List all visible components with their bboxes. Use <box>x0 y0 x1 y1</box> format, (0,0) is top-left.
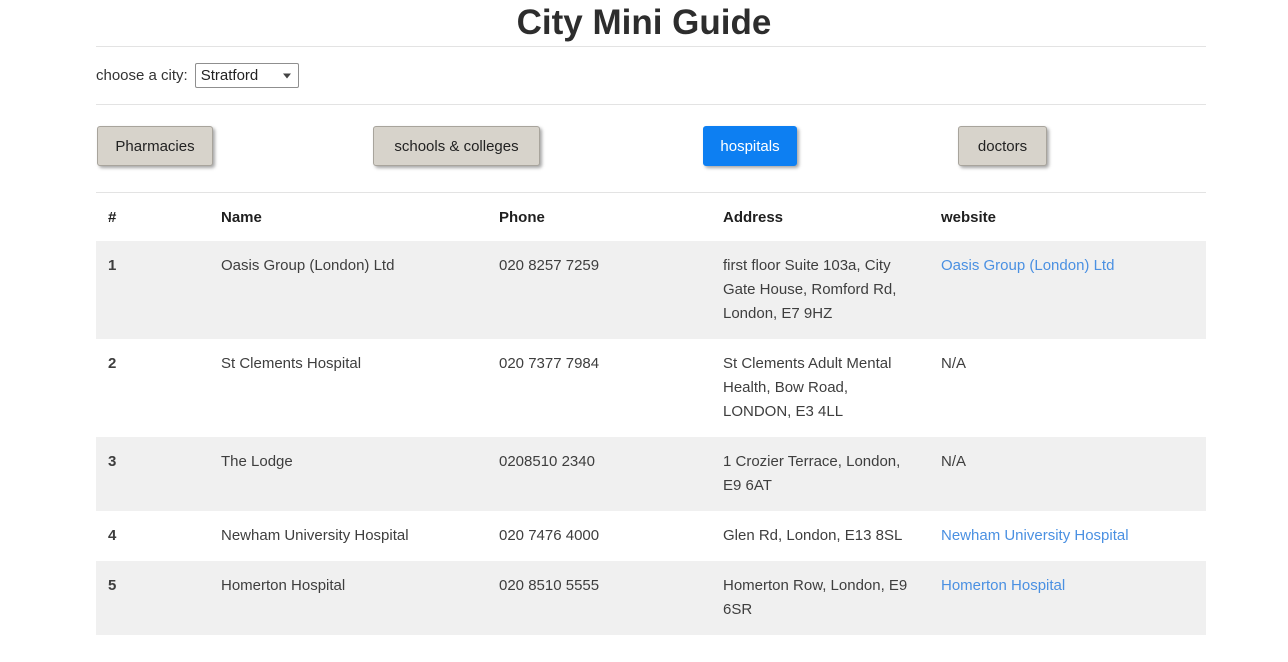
phone-cell: 020 8510 5555 <box>487 561 711 635</box>
row-number-cell: 5 <box>96 561 209 635</box>
address-cell-text: first floor Suite 103a, City Gate House,… <box>723 257 897 322</box>
website-link[interactable]: Homerton Hospital <box>941 577 1066 594</box>
table-row: 3 The Lodge 0208510 2340 1 Crozier Terrace,… <box>96 437 1206 511</box>
name-cell-text: St Clements Hospital <box>221 355 362 372</box>
table-row: 4 Newham University Hospital 020 7476 4000… <box>96 511 1206 561</box>
divider <box>96 104 1206 105</box>
column-header-number: # <box>108 209 117 226</box>
phone-cell: 020 7476 4000 <box>487 511 711 561</box>
name-cell: Oasis Group (London) Ltd <box>209 241 487 339</box>
phone-cell-text: 020 8257 7259 <box>499 257 600 274</box>
website-cell: Homerton Hospital <box>929 561 1206 635</box>
city-select[interactable]: Stratford <box>194 63 299 88</box>
phone-cell: 020 7377 7984 <box>487 339 711 437</box>
website-cell: N/A <box>929 437 1206 511</box>
category-button-schools-colleges[interactable]: schools & colleges <box>373 126 540 166</box>
content: choose a city: Stratford Pharmacies schoo… <box>96 46 1206 635</box>
category-button-pharmacies[interactable]: Pharmacies <box>97 126 213 166</box>
city-chooser-row: choose a city: Stratford <box>96 47 1206 104</box>
table-body: 1 Oasis Group (London) Ltd 020 8257 7259 fi… <box>96 241 1206 635</box>
name-cell: Homerton Hospital <box>209 561 487 635</box>
name-cell-text: Homerton Hospital <box>221 577 346 594</box>
phone-cell-text: 0208510 2340 <box>499 453 595 470</box>
row-number-cell: 4 <box>96 511 209 561</box>
address-cell-text: Homerton Row, London, E9 6SR <box>723 577 908 618</box>
row-number-cell: 2 <box>96 339 209 437</box>
category-buttons: Pharmacies schools & colleges hospitals doc… <box>96 105 1206 192</box>
row-number-cell-text: 5 <box>108 577 117 594</box>
row-number-cell-text: 4 <box>108 527 117 544</box>
row-number-cell-text: 3 <box>108 453 117 470</box>
name-cell-text: Oasis Group (London) Ltd <box>221 257 395 274</box>
name-cell: The Lodge <box>209 437 487 511</box>
phone-cell: 020 8257 7259 <box>487 241 711 339</box>
divider <box>96 46 1206 47</box>
table-row: 1 Oasis Group (London) Ltd 020 8257 7259 fi… <box>96 241 1206 339</box>
website-link[interactable]: Oasis Group (London) Ltd <box>941 257 1115 274</box>
address-cell-text: 1 Crozier Terrace, London, E9 6AT <box>723 453 901 494</box>
name-cell: Newham University Hospital <box>209 511 487 561</box>
name-cell: St Clements Hospital <box>209 339 487 437</box>
address-cell: 1 Crozier Terrace, London, E9 6AT <box>711 437 929 511</box>
table-row: 5 Homerton Hospital 020 8510 5555 Homerton … <box>96 561 1206 635</box>
city-select-wrap: Stratford <box>194 63 299 88</box>
row-number-cell-text: 1 <box>108 257 117 274</box>
website-cell: Newham University Hospital <box>929 511 1206 561</box>
name-cell-text: Newham University Hospital <box>221 527 409 544</box>
address-cell: Glen Rd, London, E13 8SL <box>711 511 929 561</box>
address-cell: first floor Suite 103a, City Gate House,… <box>711 241 929 339</box>
table-row: 2 St Clements Hospital 020 7377 7984 St Cle… <box>96 339 1206 437</box>
table-header: # Name Phone Address website <box>96 193 1206 242</box>
column-header-phone: Phone <box>499 209 545 226</box>
phone-cell-text: 020 7377 7984 <box>499 355 600 372</box>
website-cell: N/A <box>929 339 1206 437</box>
address-cell-text: St Clements Adult Mental Health, Bow Roa… <box>723 355 892 420</box>
table-header-row: # Name Phone Address website <box>96 193 1206 242</box>
phone-cell-text: 020 8510 5555 <box>499 577 600 594</box>
phone-cell-text: 020 7476 4000 <box>499 527 600 544</box>
website-link[interactable]: Newham University Hospital <box>941 527 1129 544</box>
address-cell: Homerton Row, London, E9 6SR <box>711 561 929 635</box>
phone-cell: 0208510 2340 <box>487 437 711 511</box>
row-number-cell-text: 2 <box>108 355 117 372</box>
website-cell-text: N/A <box>941 453 967 470</box>
website-cell: Oasis Group (London) Ltd <box>929 241 1206 339</box>
column-header-website: website <box>941 209 997 226</box>
address-cell-text: Glen Rd, London, E13 8SL <box>723 527 903 544</box>
address-cell: St Clements Adult Mental Health, Bow Roa… <box>711 339 929 437</box>
column-header-name: Name <box>221 209 262 226</box>
name-cell-text: The Lodge <box>221 453 293 470</box>
category-button-doctors[interactable]: doctors <box>958 126 1047 166</box>
city-chooser-label: choose a city: <box>96 67 188 84</box>
category-button-hospitals[interactable]: hospitals <box>703 126 797 166</box>
row-number-cell: 1 <box>96 241 209 339</box>
website-cell-text: N/A <box>941 355 967 372</box>
hospitals-table: # Name Phone Address website 1 Oasis Grou… <box>96 192 1206 635</box>
column-header-address: Address <box>723 209 784 226</box>
row-number-cell: 3 <box>96 437 209 511</box>
page-title: City Mini Guide <box>516 3 772 42</box>
